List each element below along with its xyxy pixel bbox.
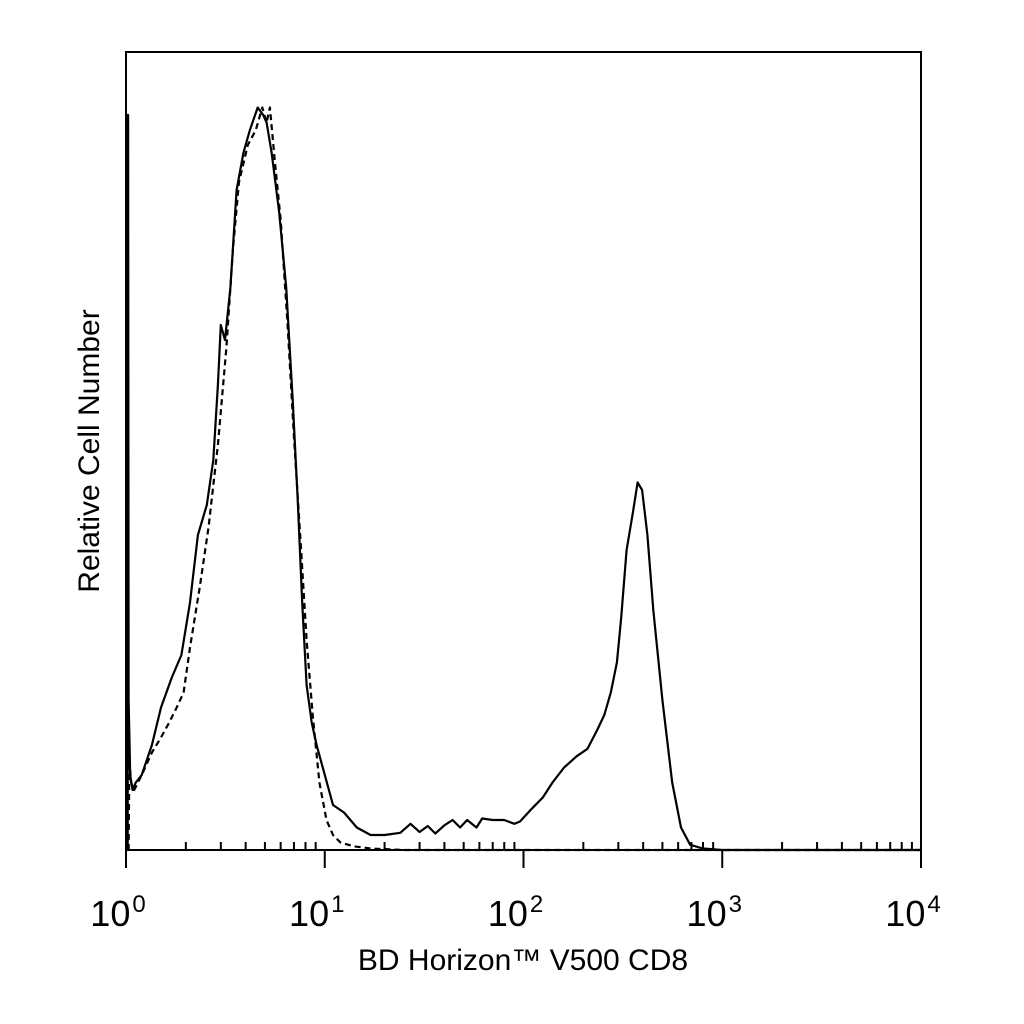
x-tick-label: 103 (687, 891, 742, 934)
y-axis-title: Relative Cell Number (73, 309, 106, 592)
stained-histogram-line (126, 106, 921, 852)
x-tick-label: 104 (885, 891, 940, 934)
x-tick-label: 100 (90, 891, 145, 934)
x-tick-label: 101 (289, 891, 344, 934)
x-tick-label: 102 (488, 891, 543, 934)
series-layer (126, 106, 921, 852)
x-major-ticks (125, 850, 922, 868)
control-histogram-line (127, 106, 921, 852)
x-axis-title: BD Horizon™ V500 CD8 (358, 944, 688, 977)
x-minor-ticks (184, 842, 913, 850)
x-tick-labels: 100 101 102 103 104 (90, 891, 940, 934)
plot-frame (125, 51, 922, 851)
